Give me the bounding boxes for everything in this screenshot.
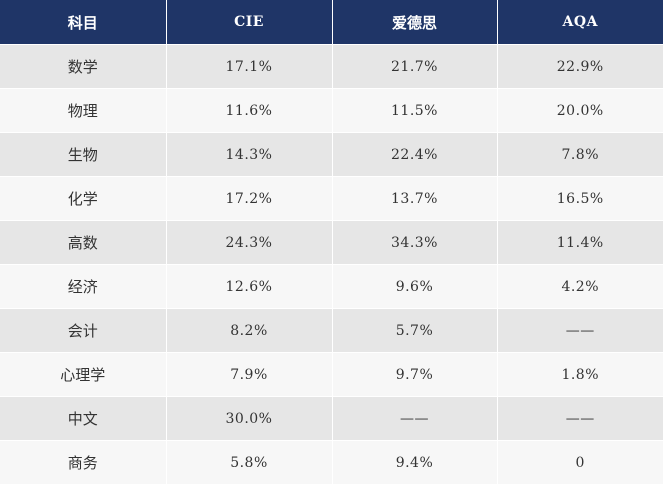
cie-cell: 11.6%	[166, 88, 333, 133]
aqa-cell: ——	[497, 396, 663, 441]
subject-cell: 商务	[0, 440, 167, 485]
edexcel-cell: 5.7%	[332, 308, 498, 353]
table-row: 会计 8.2% 5.7% ——	[0, 308, 663, 353]
cie-cell: 7.9%	[166, 352, 333, 397]
cie-cell: 8.2%	[166, 308, 333, 353]
aqa-cell: 7.8%	[497, 132, 663, 177]
subject-cell: 物理	[0, 88, 167, 133]
table-row: 心理学 7.9% 9.7% 1.8%	[0, 352, 663, 397]
subject-cell: 数学	[0, 44, 167, 89]
table-header: 科目 CIE 爱德思 AQA	[0, 0, 663, 45]
edexcel-cell: 34.3%	[332, 220, 498, 265]
table-row: 商务 5.8% 9.4% 0	[0, 440, 663, 485]
header-aqa: AQA	[497, 0, 663, 45]
aqa-cell: 0	[497, 440, 663, 485]
cie-cell: 5.8%	[166, 440, 333, 485]
cie-cell: 17.2%	[166, 176, 333, 221]
aqa-cell: ——	[497, 308, 663, 353]
aqa-cell: 4.2%	[497, 264, 663, 309]
edexcel-cell: 9.4%	[332, 440, 498, 485]
aqa-cell: 22.9%	[497, 44, 663, 89]
header-edexcel: 爱德思	[332, 0, 498, 45]
cie-cell: 12.6%	[166, 264, 333, 309]
subject-cell: 心理学	[0, 352, 167, 397]
header-subject: 科目	[0, 0, 167, 45]
subject-cell: 生物	[0, 132, 167, 177]
table-row: 中文 30.0% —— ——	[0, 396, 663, 441]
subject-cell: 化学	[0, 176, 167, 221]
subject-cell: 高数	[0, 220, 167, 265]
cie-cell: 30.0%	[166, 396, 333, 441]
edexcel-cell: 9.7%	[332, 352, 498, 397]
subject-cell: 中文	[0, 396, 167, 441]
table-row: 生物 14.3% 22.4% 7.8%	[0, 132, 663, 177]
cie-cell: 17.1%	[166, 44, 333, 89]
header-cie: CIE	[166, 0, 333, 45]
table-row: 经济 12.6% 9.6% 4.2%	[0, 264, 663, 309]
edexcel-cell: ——	[332, 396, 498, 441]
aqa-cell: 16.5%	[497, 176, 663, 221]
aqa-cell: 11.4%	[497, 220, 663, 265]
cie-cell: 14.3%	[166, 132, 333, 177]
table-row: 化学 17.2% 13.7% 16.5%	[0, 176, 663, 221]
aqa-cell: 20.0%	[497, 88, 663, 133]
header-row: 科目 CIE 爱德思 AQA	[0, 0, 663, 45]
aqa-cell: 1.8%	[497, 352, 663, 397]
edexcel-cell: 22.4%	[332, 132, 498, 177]
edexcel-cell: 13.7%	[332, 176, 498, 221]
subject-cell: 经济	[0, 264, 167, 309]
table-row: 高数 24.3% 34.3% 11.4%	[0, 220, 663, 265]
table-row: 数学 17.1% 21.7% 22.9%	[0, 44, 663, 89]
edexcel-cell: 9.6%	[332, 264, 498, 309]
table-row: 物理 11.6% 11.5% 20.0%	[0, 88, 663, 133]
subject-cell: 会计	[0, 308, 167, 353]
cie-cell: 24.3%	[166, 220, 333, 265]
table-body: 数学 17.1% 21.7% 22.9% 物理 11.6% 11.5% 20.0…	[0, 44, 663, 485]
edexcel-cell: 11.5%	[332, 88, 498, 133]
edexcel-cell: 21.7%	[332, 44, 498, 89]
